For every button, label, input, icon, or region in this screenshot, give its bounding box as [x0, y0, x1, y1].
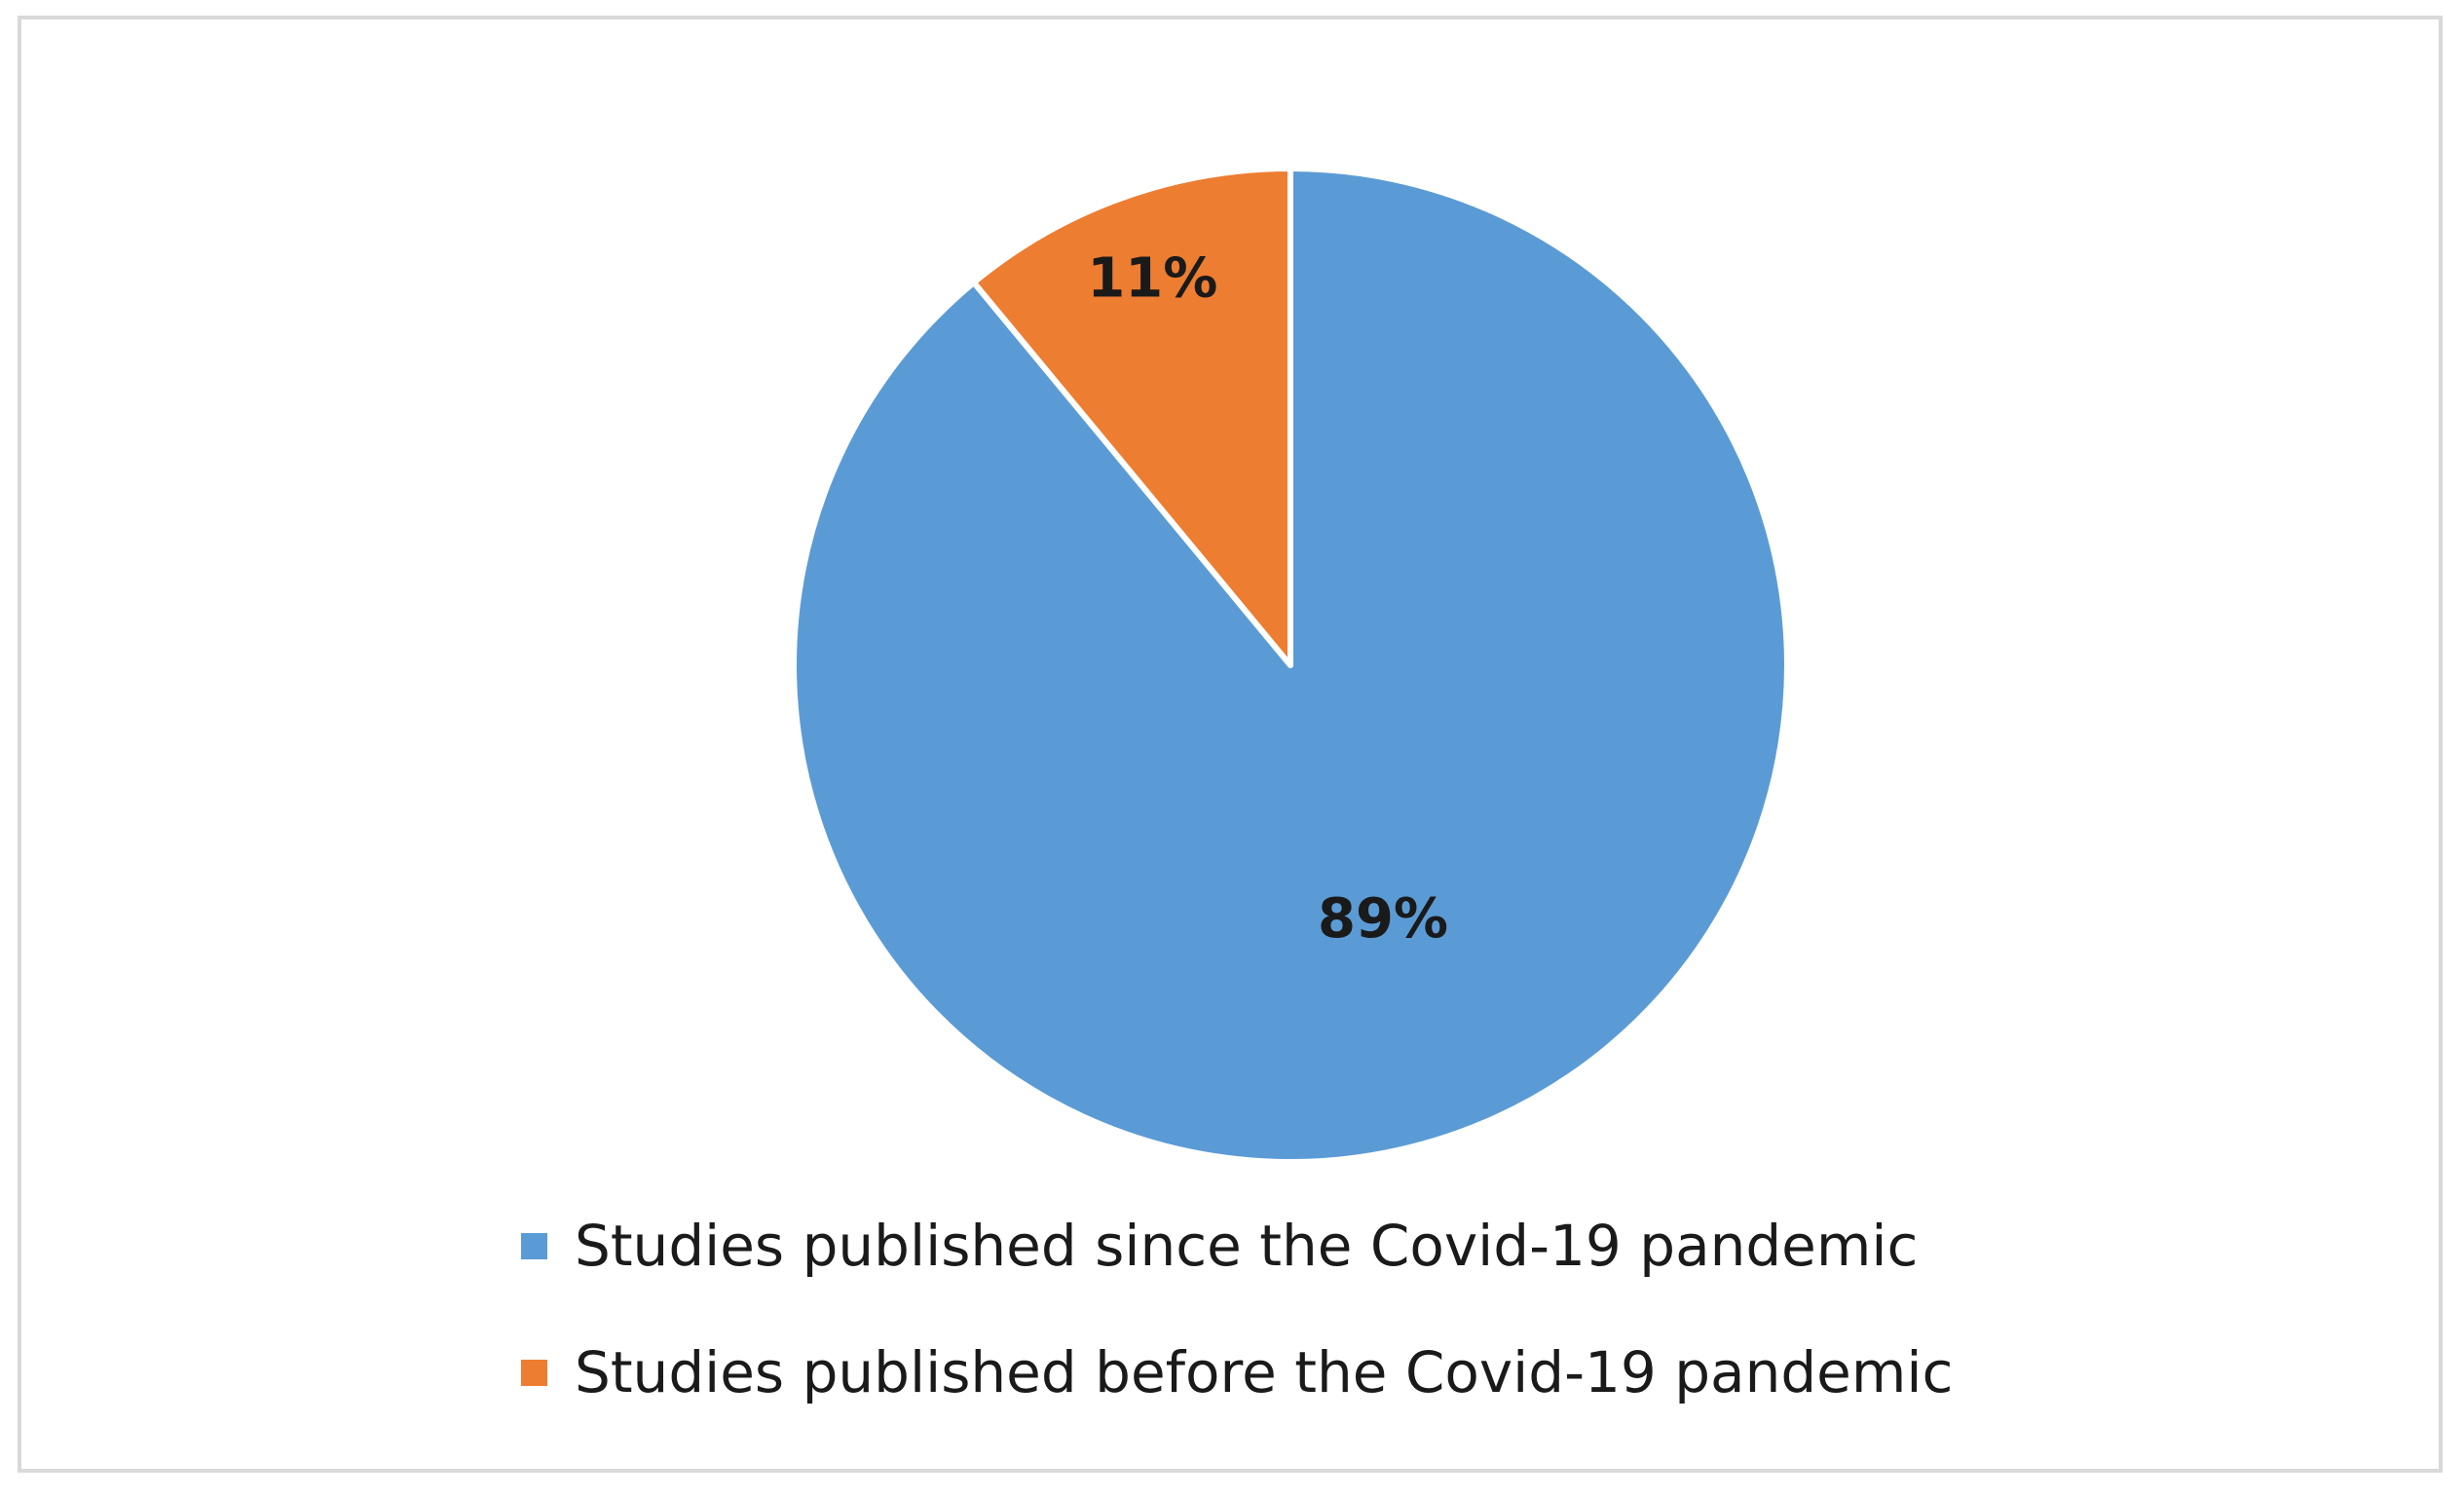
- slice-label-before: 11%: [1087, 247, 1217, 311]
- pie-labels: 89% 11%: [1087, 247, 1448, 951]
- legend-swatch-since: [521, 1232, 547, 1259]
- legend-swatch-before: [521, 1359, 547, 1386]
- slice-label-since: 89%: [1318, 887, 1448, 951]
- legend-entry-before: Studies published before the Covid-19 pa…: [521, 1339, 2079, 1405]
- legend-label-before: Studies published before the Covid-19 pa…: [575, 1339, 1954, 1405]
- legend-entry-since: Studies published since the Covid-19 pan…: [521, 1213, 2079, 1279]
- legend-label-since: Studies published since the Covid-19 pan…: [575, 1213, 1919, 1279]
- legend: Studies published since the Covid-19 pan…: [521, 1213, 2079, 1469]
- pie-slice-since: [791, 166, 1790, 1165]
- pie-slices: [791, 166, 1790, 1165]
- pie-slice-before: [970, 166, 1293, 668]
